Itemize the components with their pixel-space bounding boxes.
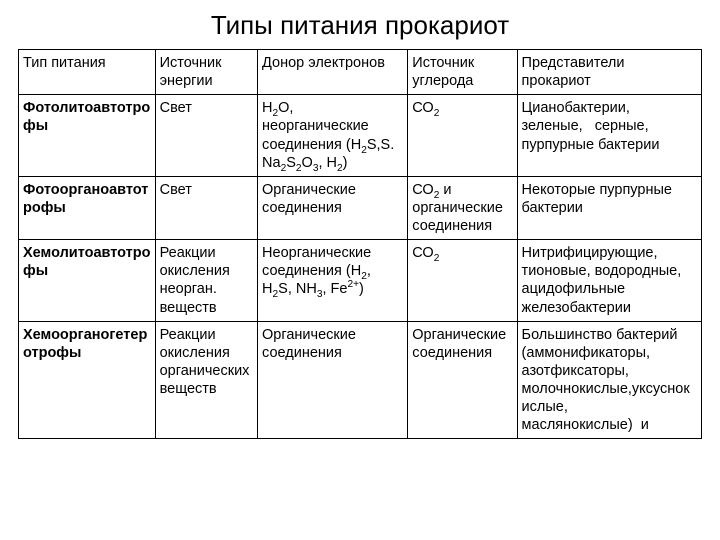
- table-row: Фотолитоавтотрофы Свет H2O, неорганическ…: [19, 95, 702, 177]
- cell-energy: Реакции окисления неорган. веществ: [155, 240, 257, 322]
- cell-carbon: СО2: [408, 95, 517, 177]
- cell-donor: Неорганические соединения (H2, H2S, NH3,…: [258, 240, 408, 322]
- cell-reps: Нитрифицирующие, тионовые, водородные, а…: [517, 240, 701, 322]
- table-header-row: Тип питания Источник энергии Донор элект…: [19, 50, 702, 95]
- cell-energy: Свет: [155, 95, 257, 177]
- col-header-carbon: Источник углерода: [408, 50, 517, 95]
- cell-donor: Органические соединения: [258, 176, 408, 239]
- cell-donor: Органические соединения: [258, 321, 408, 439]
- cell-type: Фотолитоавтотрофы: [19, 95, 156, 177]
- page-title: Типы питания прокариот: [18, 10, 702, 41]
- table-row: Хемолитоавтотрофы Реакции окисления неор…: [19, 240, 702, 322]
- col-header-energy: Источник энергии: [155, 50, 257, 95]
- table-row: Фотоорганоавтотрофы Свет Органические со…: [19, 176, 702, 239]
- col-header-donor: Донор электронов: [258, 50, 408, 95]
- cell-type: Хемоорганогетеротрофы: [19, 321, 156, 439]
- cell-energy: Свет: [155, 176, 257, 239]
- cell-type: Фотоорганоавтотрофы: [19, 176, 156, 239]
- cell-donor: H2O, неорганические соединения (H2S,S. N…: [258, 95, 408, 177]
- col-header-type: Тип питания: [19, 50, 156, 95]
- table-row: Хемоорганогетеротрофы Реакции окисления …: [19, 321, 702, 439]
- page: Типы питания прокариот Тип питания Источ…: [0, 0, 720, 540]
- cell-carbon: Органические соединения: [408, 321, 517, 439]
- cell-type: Хемолитоавтотрофы: [19, 240, 156, 322]
- nutrition-types-table: Тип питания Источник энергии Донор элект…: [18, 49, 702, 439]
- cell-reps: Большинство бактерий (аммонификаторы, аз…: [517, 321, 701, 439]
- cell-reps: Цианобактерии, зеленые, серные, пурпурны…: [517, 95, 701, 177]
- cell-energy: Реакции окисления органических веществ: [155, 321, 257, 439]
- cell-reps: Некоторые пурпурные бактерии: [517, 176, 701, 239]
- cell-carbon: СО2: [408, 240, 517, 322]
- cell-carbon: СО2 и органические соединения: [408, 176, 517, 239]
- col-header-reps: Представители прокариот: [517, 50, 701, 95]
